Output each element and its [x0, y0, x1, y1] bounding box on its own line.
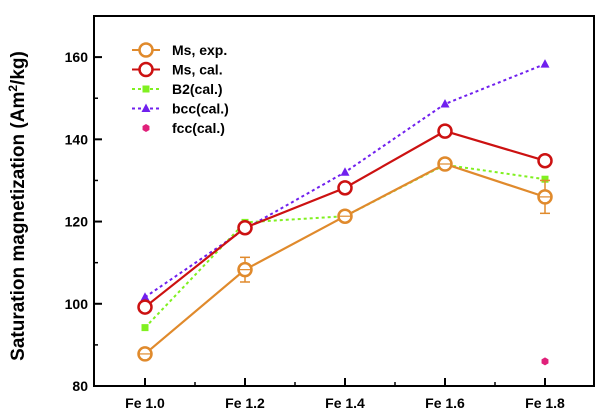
x-tick-label-4: Fe 1.8	[525, 395, 565, 411]
series-4	[541, 357, 549, 366]
y-tick-label-80: 80	[72, 378, 88, 394]
y-tick-label-160: 160	[65, 49, 89, 65]
legend-entry-3: bcc(cal.)	[132, 101, 229, 117]
legend-entry-1: Ms, cal.	[132, 62, 223, 78]
y-axis-title-superscript: 2	[6, 85, 20, 92]
point-3-0	[140, 292, 150, 301]
legend-marker-2	[142, 85, 150, 93]
point-3-2	[340, 167, 350, 176]
point-3-4	[540, 59, 550, 68]
legend-marker-4	[142, 124, 150, 132]
point-1-0	[137, 299, 153, 315]
series-line-2	[144, 163, 546, 329]
y-tick-label-140: 140	[65, 131, 89, 147]
y-tick-label-100: 100	[65, 296, 89, 312]
point-2-4	[541, 175, 549, 183]
x-tick-label-3: Fe 1.6	[425, 395, 465, 411]
legend-label-2: B2(cal.)	[172, 81, 223, 97]
y-axis-title: Saturation magnetization (Am2/kg)	[6, 51, 29, 361]
point-4-4	[541, 357, 549, 366]
legend: Ms, exp. Ms, cal. B2(cal.) bcc(cal.) fcc(cal…	[132, 42, 229, 136]
legend-label-1: Ms, cal.	[172, 62, 223, 78]
x-tick-label-1: Fe 1.2	[225, 395, 265, 411]
legend-entry-0: Ms, exp.	[132, 42, 227, 58]
legend-marker-1	[138, 61, 154, 78]
y-tick-label-120: 120	[65, 214, 89, 230]
x-tick-label-2: Fe 1.4	[325, 395, 365, 411]
plot-border	[93, 15, 595, 387]
point-1-4	[537, 152, 553, 169]
y-axis-title-tail: /kg)	[8, 51, 29, 85]
point-1-3	[437, 123, 453, 139]
legend-marker-3	[141, 103, 151, 112]
y-axis-title-main: Saturation magnetization (Am	[8, 92, 29, 361]
series-0	[137, 156, 553, 362]
legend-label-0: Ms, exp.	[172, 42, 227, 58]
x-axis-ticks: Fe 1.0 Fe 1.2 Fe 1.4 Fe 1.6 Fe 1.8	[125, 378, 565, 411]
series-1	[137, 123, 553, 315]
legend-entry-2: B2(cal.)	[132, 81, 223, 97]
legend-marker-0	[138, 42, 154, 58]
point-2-0	[141, 324, 149, 332]
point-1-1	[237, 219, 253, 236]
x-tick-label-0: Fe 1.0	[125, 395, 165, 411]
y-axis-ticks: 80 100 120 140 160	[65, 49, 102, 394]
legend-label-3: bcc(cal.)	[172, 101, 229, 117]
legend-entry-4: fcc(cal.)	[142, 120, 225, 136]
plot-frame	[93, 15, 595, 387]
point-1-2	[337, 180, 353, 196]
legend-label-4: fcc(cal.)	[172, 120, 225, 136]
point-3-3	[440, 98, 450, 108]
series-layer	[137, 59, 553, 366]
